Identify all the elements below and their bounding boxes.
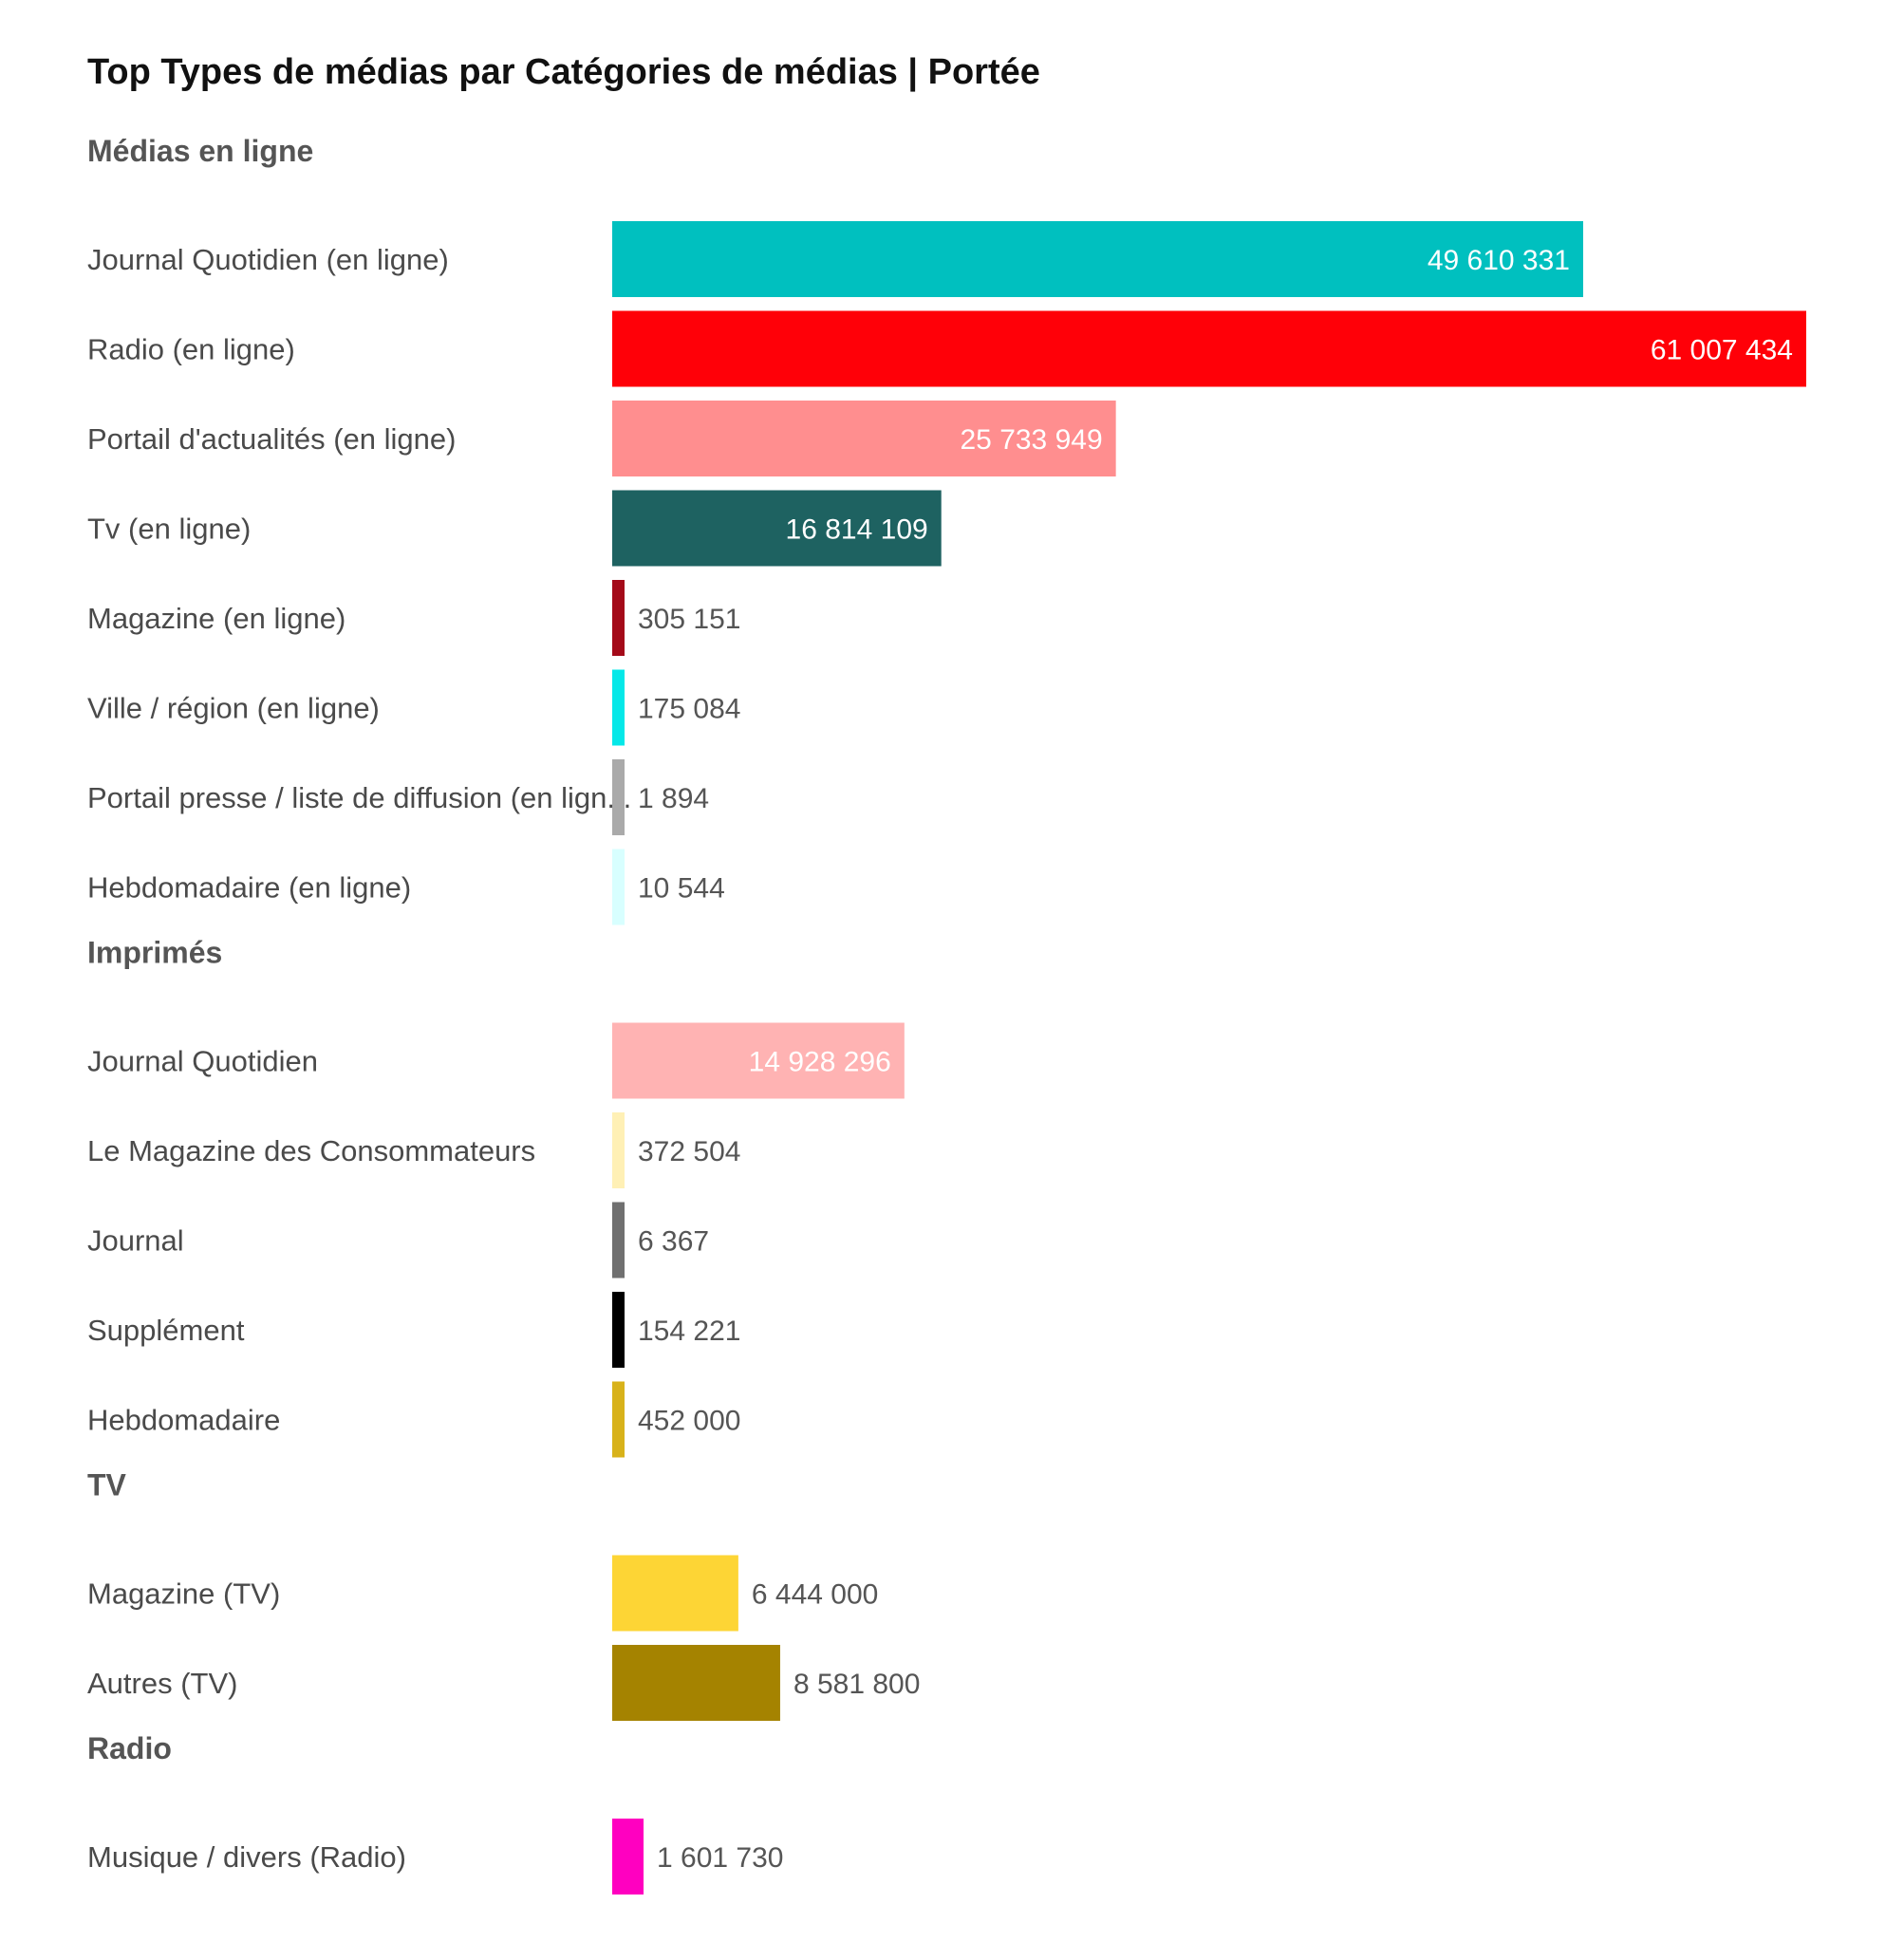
group-label: Médias en ligne — [87, 134, 313, 168]
bar — [612, 1022, 905, 1099]
group-label: Radio — [87, 1731, 172, 1765]
category-label: Portail d'actualités (en ligne) — [87, 422, 456, 456]
data-label: 16 814 109 — [786, 514, 928, 546]
data-label: 154 221 — [638, 1316, 740, 1347]
bar — [612, 849, 625, 925]
data-label: 14 928 296 — [749, 1047, 891, 1078]
category-label: Journal Quotidien (en ligne) — [87, 243, 449, 276]
bar — [612, 1645, 780, 1721]
category-label: Musique / divers (Radio) — [87, 1840, 406, 1874]
bar — [612, 759, 625, 835]
data-label: 305 151 — [638, 604, 740, 635]
group-label: Imprimés — [87, 936, 222, 970]
category-label: Journal Quotidien — [87, 1045, 318, 1078]
bar — [612, 1112, 625, 1188]
category-label: Portail presse / liste de diffusion (en … — [87, 781, 631, 814]
category-label: Magazine (en ligne) — [87, 602, 345, 635]
category-label: Hebdomadaire — [87, 1404, 280, 1437]
bar — [612, 1381, 625, 1458]
category-label: Radio (en ligne) — [87, 333, 295, 366]
data-label: 1 894 — [638, 783, 709, 814]
chart-title: Top Types de médias par Catégories de mé… — [87, 52, 1040, 92]
bar — [612, 580, 625, 656]
bar — [612, 669, 625, 746]
category-label: Magazine (TV) — [87, 1577, 280, 1611]
data-label: 6 444 000 — [752, 1579, 878, 1611]
category-label: Supplément — [87, 1314, 245, 1347]
bar — [612, 310, 1806, 387]
bar — [612, 1202, 625, 1279]
data-label: 175 084 — [638, 694, 740, 725]
category-label: Tv (en ligne) — [87, 513, 251, 546]
bar — [612, 1292, 625, 1368]
plot-area: Médias en ligne Journal Quotidien (en lig… — [87, 134, 1806, 1895]
bar — [612, 490, 942, 567]
data-label: 6 367 — [638, 1226, 709, 1258]
group-label: TV — [87, 1468, 127, 1503]
category-label: Hebdomadaire (en ligne) — [87, 871, 411, 905]
bar — [612, 221, 1583, 297]
data-label: 10 544 — [638, 873, 725, 905]
bar — [612, 401, 1116, 476]
category-label: Le Magazine des Consommateurs — [87, 1134, 535, 1167]
category-label: Autres (TV) — [87, 1667, 237, 1700]
data-label: 372 504 — [638, 1136, 740, 1167]
bar — [612, 1819, 644, 1895]
data-label: 8 581 800 — [793, 1669, 920, 1700]
data-label: 1 601 730 — [657, 1842, 783, 1874]
data-label: 61 007 434 — [1651, 335, 1793, 366]
bar — [612, 1555, 738, 1632]
data-label: 49 610 331 — [1428, 245, 1570, 276]
data-label: 25 733 949 — [960, 424, 1102, 456]
data-label: 452 000 — [638, 1406, 740, 1437]
category-label: Ville / région (en ligne) — [87, 692, 380, 725]
category-label: Journal — [87, 1224, 184, 1258]
